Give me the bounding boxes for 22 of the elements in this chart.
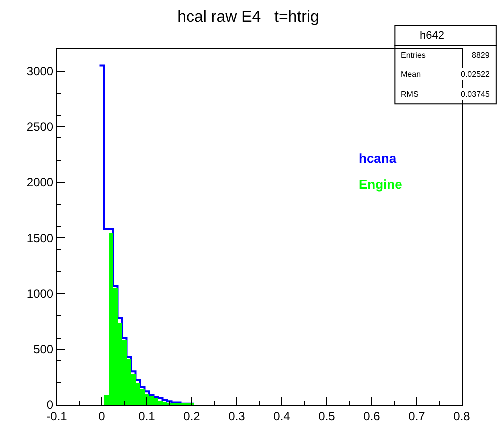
y-tick-label: 3000 bbox=[26, 64, 54, 78]
x-tick-label: 0 bbox=[98, 409, 106, 424]
text: hcana bbox=[359, 151, 398, 166]
text: Entries 8829 bbox=[401, 51, 490, 60]
y-tick-label: 2500 bbox=[26, 120, 54, 134]
text: Mean 0.02522 bbox=[401, 70, 490, 79]
x-tick-label: 0.5 bbox=[318, 409, 336, 424]
y-tick-label: 1500 bbox=[26, 231, 54, 246]
y-tick-label: 500 bbox=[34, 342, 54, 357]
x-tick-label: 0.8 bbox=[454, 409, 471, 424]
y-tick-label: 1000 bbox=[26, 286, 54, 301]
chart-title: hcal raw E4 t=htrig bbox=[178, 9, 320, 26]
x-tick-label: 0.4 bbox=[274, 409, 291, 424]
text: RMS 0.03745 bbox=[401, 90, 490, 99]
x-tick-label: 0.6 bbox=[364, 409, 381, 424]
x-tick-label: 0.7 bbox=[408, 409, 426, 424]
text: h642 bbox=[420, 30, 444, 42]
x-tick-label: 0.2 bbox=[184, 409, 201, 424]
y-tick-label: 2000 bbox=[26, 176, 54, 190]
x-tick-label: 0.1 bbox=[138, 409, 156, 424]
x-tick-label: 0.3 bbox=[228, 409, 246, 424]
text: Engine bbox=[359, 177, 402, 192]
